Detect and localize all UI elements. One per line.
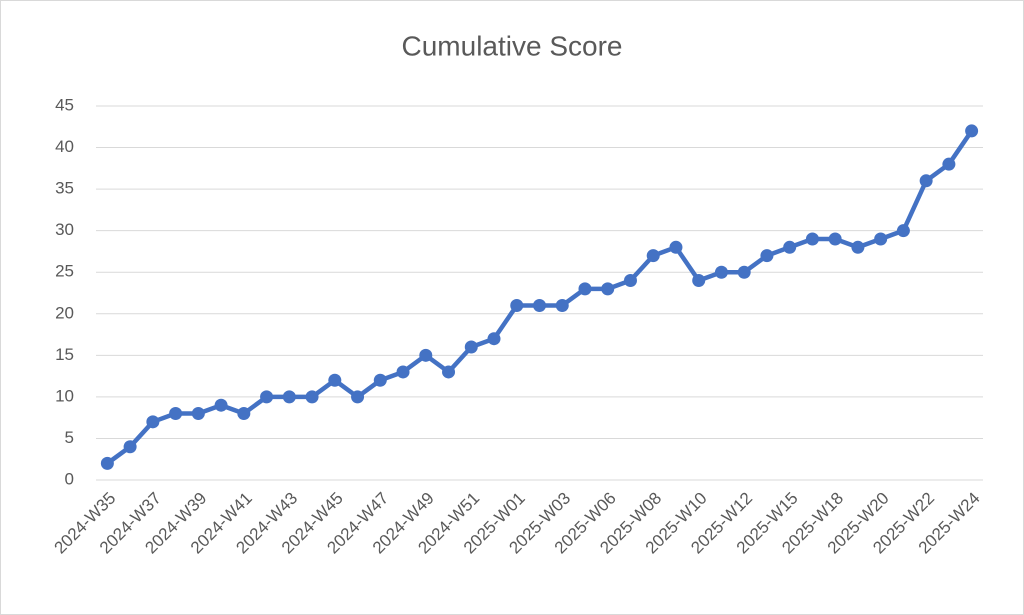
point — [555, 298, 569, 312]
point — [237, 407, 251, 421]
point — [578, 282, 592, 296]
y-tick-label: 25 — [55, 262, 74, 281]
point — [282, 390, 296, 404]
point — [100, 456, 114, 470]
y-tick-label: 20 — [55, 303, 74, 322]
y-tick-label: 30 — [55, 220, 74, 239]
chart-title: Cumulative Score — [402, 30, 623, 61]
y-tick-label: 35 — [55, 179, 74, 198]
point — [214, 398, 228, 412]
point — [373, 373, 387, 387]
point — [942, 157, 956, 171]
point — [123, 440, 137, 454]
point — [760, 249, 774, 263]
point — [442, 365, 456, 379]
point — [260, 390, 274, 404]
point — [623, 274, 637, 288]
point — [305, 390, 319, 404]
point — [328, 373, 342, 387]
point — [146, 415, 160, 429]
point — [646, 249, 660, 263]
point — [919, 174, 933, 188]
point — [533, 298, 546, 312]
point — [805, 232, 819, 246]
point — [692, 274, 706, 288]
point — [714, 265, 728, 279]
point — [419, 348, 433, 362]
point — [510, 298, 524, 312]
point — [851, 240, 865, 254]
y-tick-label: 10 — [55, 386, 74, 405]
y-tick-label: 5 — [65, 428, 74, 447]
point — [464, 340, 478, 354]
y-tick-label: 40 — [55, 137, 74, 156]
point — [396, 365, 410, 379]
point — [601, 282, 615, 296]
y-tick-label: 0 — [65, 469, 74, 488]
y-tick-label: 15 — [55, 345, 74, 364]
point — [169, 407, 183, 421]
point — [783, 240, 797, 254]
point — [874, 232, 888, 246]
point — [669, 240, 683, 254]
point — [487, 332, 501, 346]
y-tick-label: 45 — [55, 95, 74, 114]
point — [191, 407, 205, 421]
point — [896, 224, 910, 238]
point — [351, 390, 365, 404]
point — [737, 265, 751, 279]
point — [965, 124, 979, 138]
point — [828, 232, 842, 246]
